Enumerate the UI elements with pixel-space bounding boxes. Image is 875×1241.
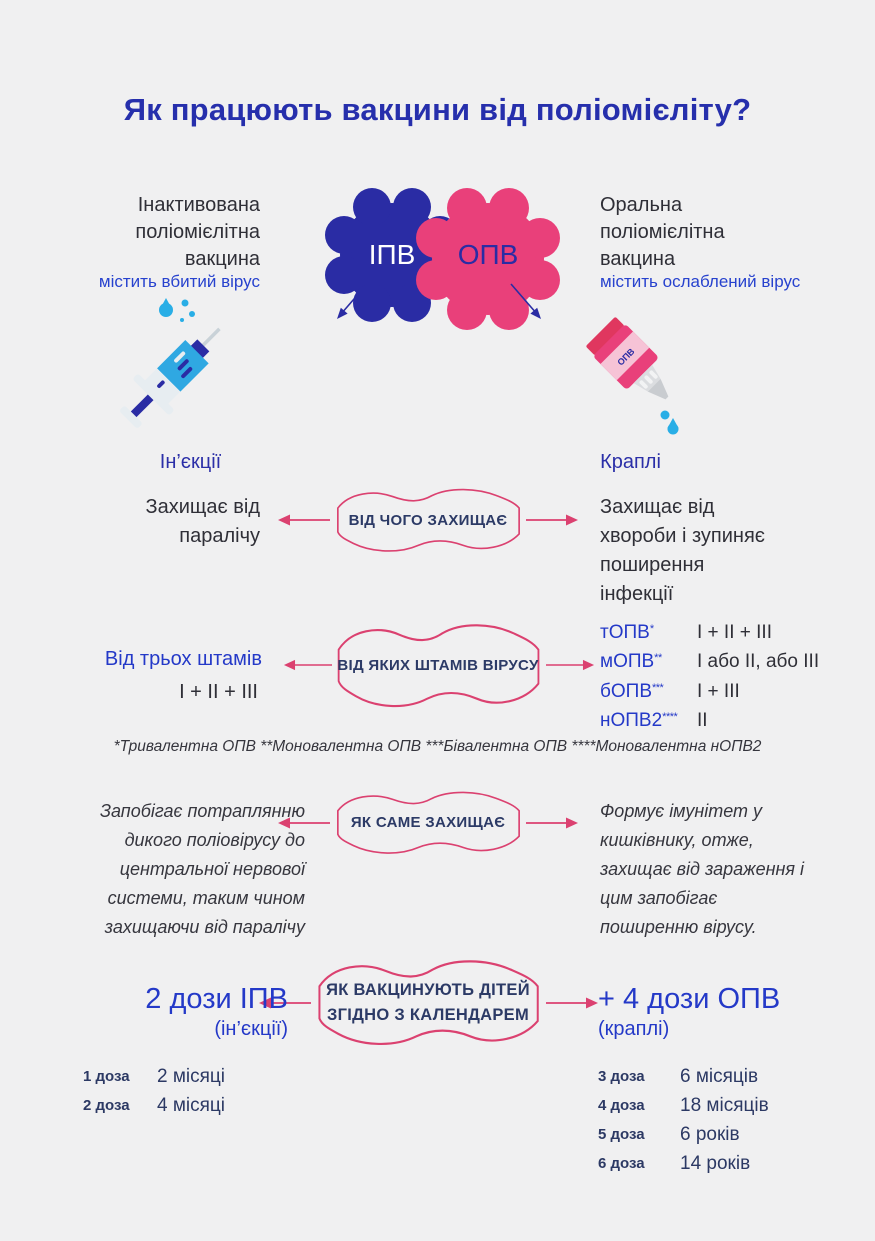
badge-protects-label: ВІД ЧОГО ЗАХИЩАЄ: [348, 511, 508, 529]
strain-row: мОПВ** І або ІІ, або ІІІ: [600, 648, 870, 678]
badge-how-label: ЯК САМЕ ЗАХИЩАЄ: [350, 814, 506, 831]
badge-schedule: ЯК ВАКЦИНУЮТЬ ДІТЕЙ ЗГІДНО З КАЛЕНДАРЕМ: [310, 958, 546, 1048]
blob-arrows-icon: [337, 283, 541, 319]
dose-value: 2 місяці: [157, 1065, 226, 1087]
ipv-method-label: Ін’єкції: [159, 451, 222, 473]
arrow-left-icon: [259, 997, 311, 1009]
dropper-bottle-icon: ОПВ: [586, 317, 679, 435]
dose-value: 6 років: [680, 1123, 740, 1145]
opv-abbr-label: ОПВ: [457, 239, 519, 270]
vaccine-blobs-icon: [325, 188, 560, 330]
how-opv-text: Формує імунітет у кишківнику, отже, захи…: [600, 801, 805, 937]
strain-name: бОПВ***: [600, 680, 664, 702]
badge-strains: ВІД ЯКИХ ШТАМІВ ВІРУСУ: [330, 622, 546, 710]
opv-name-line2: поліомієлітна: [600, 221, 725, 243]
ipv-subtitle: містить вбитий вірус: [98, 272, 260, 291]
badge-strains-label: ВІД ЯКИХ ШТАМІВ ВІРУСУ: [337, 657, 539, 674]
dose-label: 3 доза: [598, 1068, 645, 1085]
strain-row: бОПВ*** І + ІІІ: [600, 677, 870, 707]
opv-dose-table: 3 доза 6 місяців 4 доза 18 місяців 5 доз…: [598, 1062, 818, 1178]
strains-ipv-value: І + ІІ + ІІІ: [179, 681, 258, 703]
opv-method-label: Краплі: [600, 451, 661, 473]
how-ipv-text: Запобігає потраплянню дикого поліовірусу…: [99, 801, 305, 937]
strains-footnote: *Тривалентна ОПВ **Моновалентна ОПВ ***Б…: [113, 738, 762, 755]
arrow-left-icon: [283, 659, 332, 671]
dose-label: 1 доза: [83, 1068, 130, 1085]
schedule-opv-title: + 4 дози ОПВ: [598, 983, 781, 1015]
wavy-frame-icon: [337, 488, 520, 552]
opv-name-line3: вакцина: [600, 248, 676, 270]
strains-ipv-title: Від трьох штамів: [104, 648, 262, 670]
dose-label: 6 доза: [598, 1155, 645, 1172]
dose-value: 14 років: [680, 1152, 751, 1174]
dose-label: 2 доза: [83, 1097, 130, 1114]
protects-ipv-text: Захищає від паралічу: [145, 496, 260, 547]
strain-name: нОПВ2****: [600, 710, 678, 732]
strain-name: тОПВ*: [600, 621, 654, 643]
strain-row: нОПВ2**** ІІ: [600, 707, 870, 737]
strain-name: мОПВ**: [600, 651, 662, 673]
arrow-left-icon: [278, 514, 330, 526]
ipv-dose-table: 1 доза 2 місяці 2 доза 4 місяці: [83, 1062, 283, 1120]
schedule-ipv-subtitle: (ін’єкції): [214, 1018, 288, 1040]
badge-protects: ВІД ЧОГО ЗАХИЩАЄ: [330, 487, 526, 554]
wavy-frame-icon: [337, 624, 540, 708]
strain-stars: ****: [662, 711, 678, 724]
badge-schedule-label: ЯК ВАКЦИНУЮТЬ ДІТЕЙ ЗГІДНО З КАЛЕНДАРЕМ: [310, 958, 546, 1048]
syringe-icon: [120, 298, 221, 428]
opv-blob-icon: [416, 188, 560, 330]
strain-value: ІІ: [697, 710, 708, 732]
strain-value: І + ІІ + ІІІ: [697, 621, 772, 643]
dose-label: 4 доза: [598, 1097, 645, 1114]
badge-how: ЯК САМЕ ЗАХИЩАЄ: [330, 790, 526, 856]
arrow-left-icon: [278, 817, 330, 829]
strain-stars: ***: [652, 681, 664, 694]
wavy-frame-icon: [337, 791, 520, 854]
opv-name-line1: Оральна: [600, 194, 683, 216]
arrow-right-icon: [546, 659, 595, 671]
strain-stars: *: [649, 622, 654, 635]
schedule-ipv-title: 2 дози ІПВ: [145, 983, 288, 1015]
opv-name: Оральна поліомієлітна вакцина: [600, 192, 820, 273]
ipv-abbr-label: ІПВ: [368, 239, 416, 270]
strain-value: І + ІІІ: [697, 680, 740, 702]
opv-subtitle: містить ослаблений вірус: [600, 272, 801, 291]
dose-value: 18 місяців: [680, 1094, 769, 1116]
ipv-name: Інактивована поліомієлітна вакцина: [40, 192, 260, 273]
wavy-frame-icon: [318, 960, 539, 1045]
ipv-name-line2: поліомієлітна: [135, 221, 260, 243]
arrow-right-icon: [526, 817, 578, 829]
schedule-opv-subtitle: (краплі): [598, 1018, 670, 1040]
dose-value: 6 місяців: [680, 1065, 759, 1087]
protects-opv-text: Захищає від хвороби і зупиняє поширення …: [600, 496, 765, 605]
strain-row: тОПВ* І + ІІ + ІІІ: [600, 618, 870, 648]
dose-label: 5 доза: [598, 1126, 645, 1143]
arrow-right-icon: [546, 997, 598, 1009]
badge-schedule-lines: ЯК ВАКЦИНУЮТЬ ДІТЕЙ ЗГІДНО З КАЛЕНДАРЕМ: [326, 981, 530, 1024]
ipv-name-line1: Інактивована: [137, 194, 260, 216]
dose-value: 4 місяці: [157, 1094, 226, 1116]
page-title: Як працюють вакцини від поліомієліту?: [123, 92, 752, 127]
arrow-right-icon: [526, 514, 578, 526]
strain-value: І або ІІ, або ІІІ: [697, 651, 820, 673]
ipv-name-line3: вакцина: [184, 248, 260, 270]
strain-stars: **: [654, 652, 662, 665]
opv-strain-table: тОПВ* І + ІІ + ІІІ мОПВ** І або ІІ, або …: [600, 618, 870, 736]
